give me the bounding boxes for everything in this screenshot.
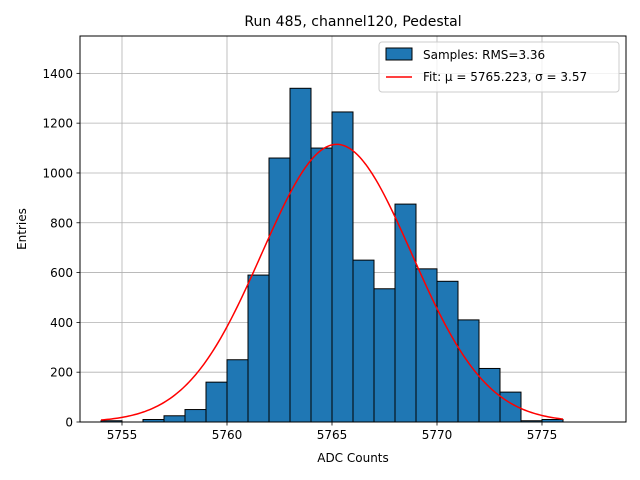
histogram-bar bbox=[478, 367, 501, 423]
histogram-bar bbox=[373, 288, 396, 423]
histogram-bar bbox=[457, 319, 480, 423]
histogram-bar bbox=[310, 147, 333, 423]
y-tick-label: 600 bbox=[50, 266, 73, 280]
histogram-bar bbox=[205, 381, 228, 423]
histogram-bar bbox=[394, 203, 417, 423]
legend-fit-label: Fit: μ = 5765.223, σ = 3.57 bbox=[423, 70, 587, 84]
histogram-bar bbox=[331, 111, 354, 423]
x-tick-label: 5775 bbox=[527, 428, 558, 442]
histogram-bar bbox=[415, 268, 438, 423]
histogram-bar bbox=[247, 274, 270, 423]
legend-samples-swatch bbox=[385, 47, 413, 61]
chart-title: Run 485, channel120, Pedestal bbox=[244, 14, 461, 30]
histogram-bar bbox=[289, 87, 312, 423]
x-tick-label: 5765 bbox=[317, 428, 348, 442]
legend-box bbox=[378, 41, 620, 93]
x-axis-label: ADC Counts bbox=[317, 451, 389, 465]
histogram-bar bbox=[184, 409, 207, 423]
y-tick-label: 1000 bbox=[42, 166, 73, 180]
y-tick-label: 1400 bbox=[42, 67, 73, 81]
histogram-bar bbox=[163, 415, 186, 423]
x-tick-label: 5770 bbox=[422, 428, 453, 442]
y-tick-label: 400 bbox=[50, 316, 73, 330]
histogram-bar bbox=[436, 280, 459, 423]
fit-curve bbox=[100, 143, 564, 421]
legend: Samples: RMS=3.36 Fit: μ = 5765.223, σ =… bbox=[378, 41, 620, 93]
y-axis-label: Entries bbox=[15, 208, 29, 250]
legend-samples-label: Samples: RMS=3.36 bbox=[423, 48, 545, 62]
y-tick-label: 800 bbox=[50, 216, 73, 230]
y-tick-label: 0 bbox=[65, 416, 73, 430]
x-axis-ticks: 5755 5760 5765 5770 5775 bbox=[107, 422, 558, 442]
x-tick-label: 5755 bbox=[107, 428, 138, 442]
y-axis-ticks: 0 200 400 600 800 1000 1200 1400 bbox=[42, 67, 80, 430]
y-tick-label: 200 bbox=[50, 366, 73, 380]
y-tick-label: 1200 bbox=[42, 117, 73, 131]
histogram-bar bbox=[352, 259, 375, 423]
x-tick-label: 5760 bbox=[212, 428, 243, 442]
histogram-bar bbox=[268, 157, 291, 423]
axes-frame bbox=[79, 35, 627, 423]
histogram-bar bbox=[226, 359, 249, 423]
